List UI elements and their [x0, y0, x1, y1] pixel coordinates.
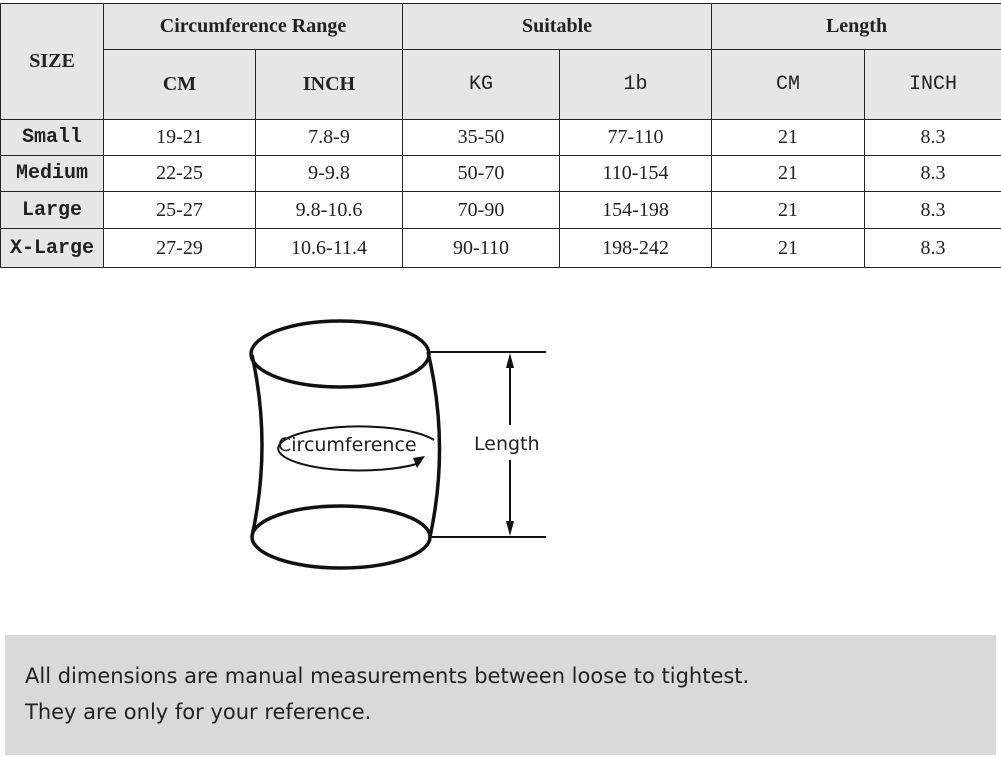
cell: 77-110: [559, 119, 712, 156]
table-row: Large 25-27 9.8-10.6 70-90 154-198 21 8.…: [0, 191, 1001, 229]
cell: 7.8-9: [255, 119, 403, 156]
unit-header: CM: [103, 49, 256, 120]
cell: 70-90: [402, 191, 560, 229]
cell: 154-198: [559, 191, 712, 229]
unit-header: INCH: [864, 49, 1001, 120]
cell: 21: [711, 228, 865, 268]
circumference-label: Circumference: [278, 434, 417, 456]
circumference-arrowhead: [413, 456, 425, 468]
size-table: SIZE Circumference Range Suitable Length…: [0, 3, 1001, 268]
unit-header: 1b: [559, 49, 712, 120]
size-cell: Large: [0, 191, 104, 229]
size-header: SIZE: [0, 3, 104, 120]
cell: 19-21: [103, 119, 256, 156]
size-cell: X-Large: [0, 228, 104, 268]
cell: 8.3: [864, 119, 1001, 156]
disclaimer-line-1: All dimensions are manual measurements b…: [25, 664, 750, 688]
cell: 198-242: [559, 228, 712, 268]
measurement-diagram: Circumference Length: [249, 319, 546, 570]
cell: 21: [711, 155, 865, 192]
disclaimer-box: All dimensions are manual measurements b…: [5, 635, 996, 755]
cell: 8.3: [864, 228, 1001, 268]
unit-header: KG: [402, 49, 560, 120]
tube-top-ellipse: [249, 319, 431, 389]
size-cell: Small: [0, 119, 104, 156]
disclaimer-line-2: They are only for your reference.: [25, 700, 372, 724]
cell: 27-29: [103, 228, 256, 268]
length-arrowhead-down: [506, 521, 514, 536]
length-label: Length: [474, 433, 540, 455]
tube-right-side: [426, 351, 442, 538]
table-row: Small 19-21 7.8-9 35-50 77-110 21 8.3: [0, 119, 1001, 156]
tube-bottom-ellipse: [250, 504, 432, 570]
tube-left-side: [250, 354, 264, 537]
length-header: Length: [711, 3, 1001, 50]
cell: 22-25: [103, 155, 256, 192]
cell: 50-70: [402, 155, 560, 192]
cell: 90-110: [402, 228, 560, 268]
unit-header: CM: [711, 49, 865, 120]
length-arrowhead-up: [506, 353, 514, 368]
cell: 9-9.8: [255, 155, 403, 192]
circumference-ellipse: [277, 425, 435, 472]
unit-header: INCH: [255, 49, 403, 120]
table-row: X-Large 27-29 10.6-11.4 90-110 198-242 2…: [0, 228, 1001, 268]
table-row: Medium 22-25 9-9.8 50-70 110-154 21 8.3: [0, 155, 1001, 192]
cell: 8.3: [864, 155, 1001, 192]
cell: 10.6-11.4: [255, 228, 403, 268]
cell: 110-154: [559, 155, 712, 192]
